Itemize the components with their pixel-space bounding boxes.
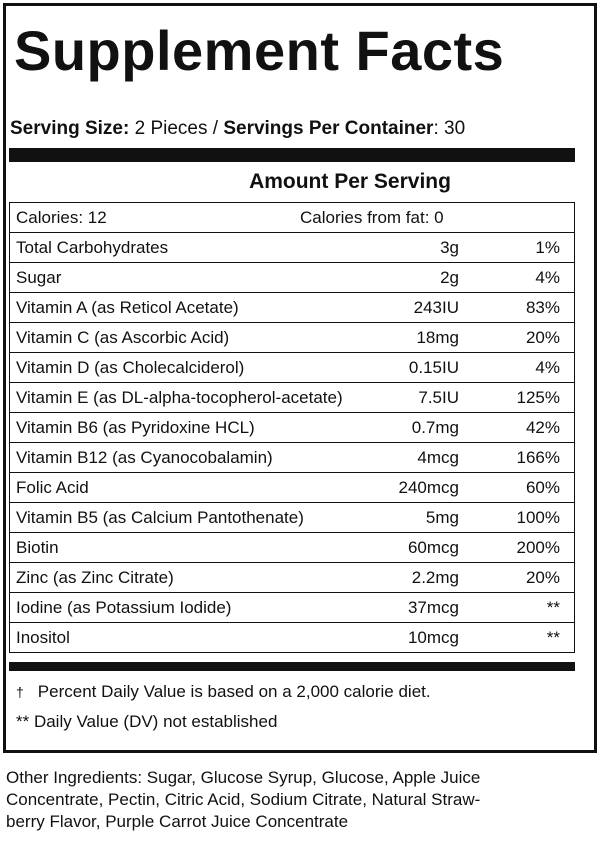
- nutrient-row: Vitamin C (as Ascorbic Acid) 18mg 20%: [10, 323, 574, 353]
- amount: 243IU: [413, 298, 459, 317]
- nutrient-name: Sugar: [16, 268, 62, 287]
- calories-from-fat: Calories from fat: 0: [300, 208, 444, 227]
- daily-value: 1%: [535, 238, 560, 257]
- nutrient-row: Vitamin B6 (as Pyridoxine HCL) 0.7mg 42%: [10, 413, 574, 443]
- nutrient-name: Vitamin B6 (as Pyridoxine HCL): [16, 418, 255, 437]
- amount: 2g: [440, 268, 459, 287]
- nutrient-row: Vitamin A (as Reticol Acetate) 243IU 83%: [10, 293, 574, 323]
- daily-value: 83%: [525, 298, 560, 317]
- serving-info: Serving Size: 2 Pieces / Servings Per Co…: [10, 118, 465, 140]
- amount: 60mcg: [407, 538, 459, 557]
- nutrient-name: Iodine (as Potassium Iodide): [16, 598, 232, 617]
- nutrient-name: Vitamin B12 (as Cyanocobalamin): [16, 448, 273, 467]
- amount: 10mcg: [407, 628, 459, 647]
- nutrient-row: Vitamin B5 (as Calcium Pantothenate) 5mg 1…: [10, 503, 574, 533]
- amount: 2.2mg: [411, 568, 459, 587]
- daily-value: 125%: [516, 388, 560, 407]
- daily-value: 60%: [525, 478, 560, 497]
- nutrient-row: Vitamin D (as Cholecalciderol) 0.15IU 4%: [10, 353, 574, 383]
- amount: 7.5IU: [418, 388, 459, 407]
- facts-panel: [3, 3, 597, 753]
- title: Supplement Facts: [14, 19, 505, 82]
- nutrient-name: Vitamin C (as Ascorbic Acid): [16, 328, 230, 347]
- nutrient-name: Vitamin B5 (as Calcium Pantothenate): [16, 508, 304, 527]
- amount: 18mg: [416, 328, 459, 347]
- nutrient-row: Zinc (as Zinc Citrate) 2.2mg 20%: [10, 563, 574, 593]
- nutrient-row: Sugar 2g 4%: [10, 263, 574, 293]
- nutrient-row: Folic Acid 240mcg 60%: [10, 473, 574, 503]
- nutrient-name: Total Carbohydrates: [16, 238, 169, 257]
- calories: Calories: 12: [16, 208, 107, 227]
- dagger: †: [16, 684, 24, 700]
- amount: 0.7mg: [411, 418, 459, 437]
- nutrient-name: Folic Acid: [16, 478, 89, 497]
- amount: 3g: [440, 238, 459, 257]
- amount: 4mcg: [417, 448, 459, 467]
- footnote-text: Percent Daily Value is based on a 2,000 …: [37, 682, 431, 701]
- serving-size-label: Serving Size:: [10, 118, 130, 139]
- daily-value: 100%: [516, 508, 560, 527]
- nutrient-name: Vitamin D (as Cholecalciderol): [16, 358, 245, 377]
- daily-value: 4%: [535, 358, 560, 377]
- footnote: ** Daily Value (DV) not established: [16, 712, 278, 731]
- divider-bar: [9, 662, 575, 671]
- amount-header: Amount Per Serving: [249, 170, 451, 193]
- ingredients-line: Other Ingredients: Sugar, Glucose Syrup,…: [6, 768, 481, 787]
- calories-row: Calories: 12 Calories from fat: 0: [10, 203, 574, 233]
- servings-value: : 30: [433, 118, 466, 139]
- daily-value: **: [546, 628, 560, 647]
- nutrient-row: Iodine (as Potassium Iodide) 37mcg **: [10, 593, 574, 623]
- nutrient-name: Inositol: [16, 628, 70, 647]
- daily-value: **: [546, 598, 560, 617]
- amount: 5mg: [425, 508, 459, 527]
- nutrient-name: Zinc (as Zinc Citrate): [16, 568, 174, 587]
- daily-value: 20%: [525, 328, 560, 347]
- nutrient-row: Total Carbohydrates 3g 1%: [10, 233, 574, 263]
- nutrient-row: Vitamin E (as DL-alpha-tocopherol-acetat…: [10, 383, 574, 413]
- daily-value: 166%: [516, 448, 560, 467]
- divider-bar: [9, 148, 575, 162]
- daily-value: 4%: [535, 268, 560, 287]
- other-ingredients: Other Ingredients: Sugar, Glucose Syrup,…: [6, 767, 596, 833]
- nutrient-row: Vitamin B12 (as Cyanocobalamin) 4mcg 166%: [10, 443, 574, 473]
- daily-value: 200%: [516, 538, 560, 557]
- nutrient-name: Vitamin A (as Reticol Acetate): [16, 298, 239, 317]
- amount: 0.15IU: [408, 358, 459, 377]
- daily-value: 20%: [525, 568, 560, 587]
- amount: 240mcg: [398, 478, 459, 497]
- nutrient-row: Biotin 60mcg 200%: [10, 533, 574, 563]
- nutrient-table: Calories: 12 Calories from fat: 0 Total …: [9, 202, 575, 653]
- ingredients-line: berry Flavor, Purple Carrot Juice Concen…: [6, 812, 349, 831]
- nutrient-row: Inositol 10mcg **: [10, 623, 574, 653]
- nutrient-name: Vitamin E (as DL-alpha-tocopherol-acetat…: [16, 388, 343, 407]
- ingredients-line: Concentrate, Pectin, Citric Acid, Sodium…: [6, 790, 481, 809]
- daily-value: 42%: [525, 418, 560, 437]
- nutrient-name: Biotin: [16, 538, 59, 557]
- servings-label: Servings Per Container: [223, 118, 434, 139]
- footnote: † Percent Daily Value is based on a 2,000…: [16, 682, 431, 702]
- serving-size: 2 Pieces /: [134, 118, 219, 139]
- amount: 37mcg: [407, 598, 459, 617]
